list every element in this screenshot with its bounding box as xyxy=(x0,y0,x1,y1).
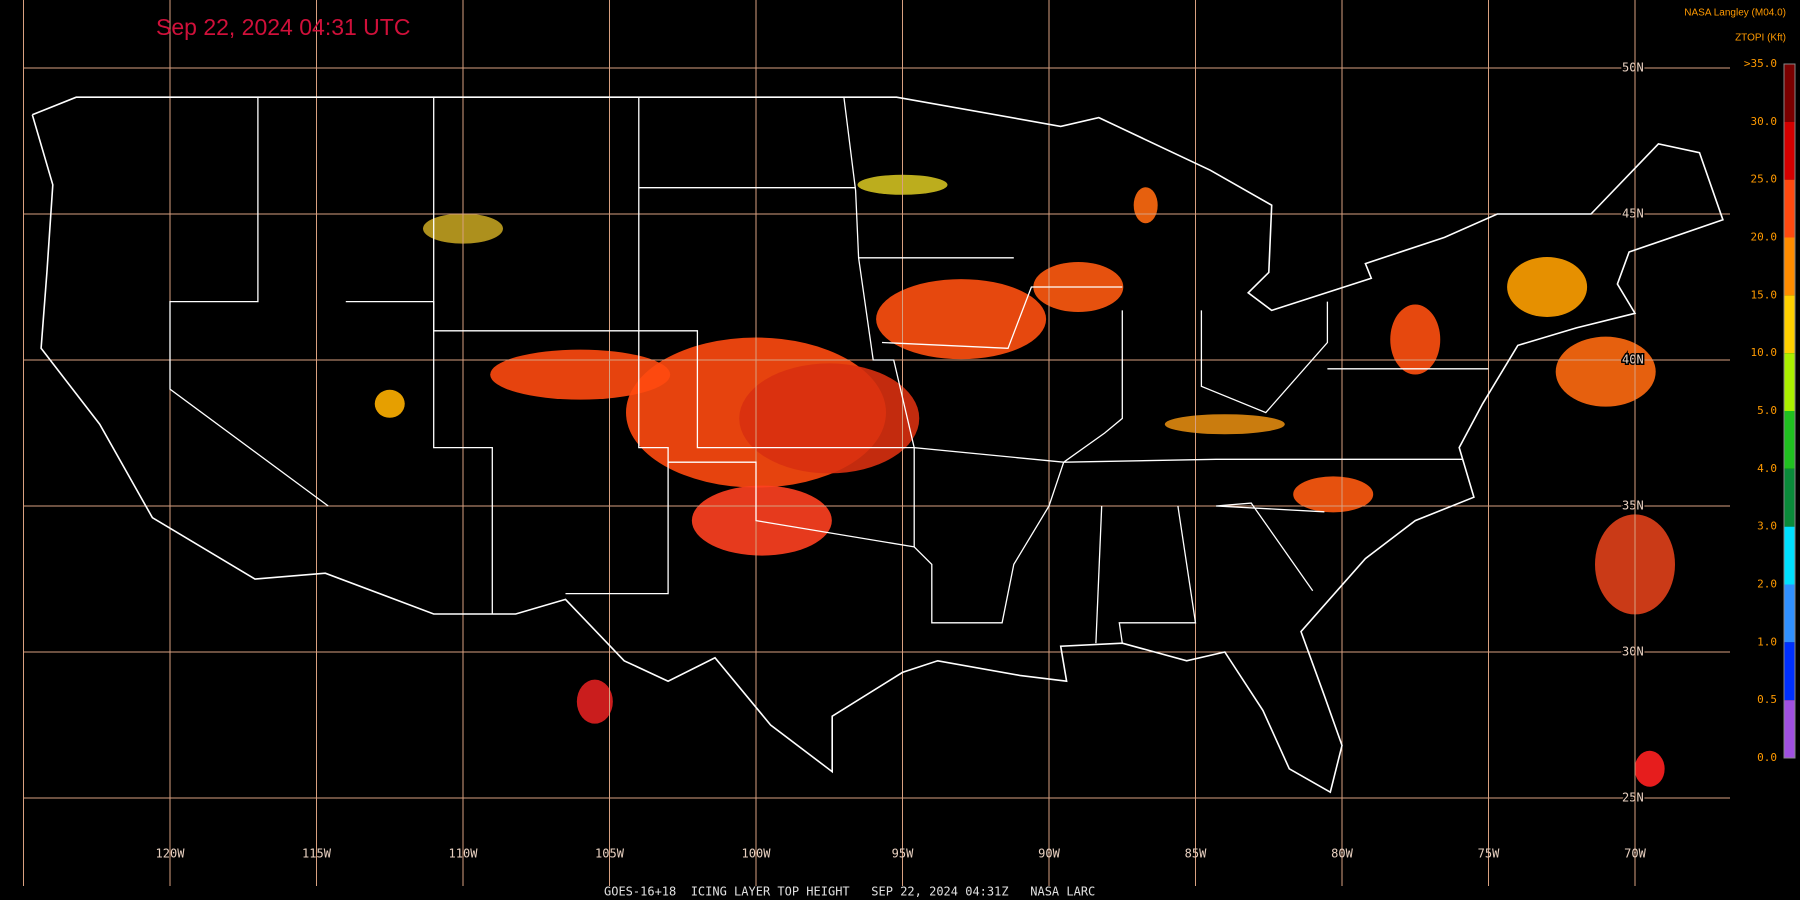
longitude-label: 90W xyxy=(1038,847,1060,861)
icing-area xyxy=(374,389,405,418)
colorbar-segment xyxy=(1784,526,1795,585)
longitude-label: 85W xyxy=(1185,847,1207,861)
colorbar-segment xyxy=(1784,295,1795,354)
colorbar-label: 2.0 xyxy=(1757,578,1777,591)
timestamp: Sep 22, 2024 04:31 UTC xyxy=(156,14,410,40)
icing-area xyxy=(1390,304,1441,375)
longitude-label: 100W xyxy=(742,847,772,861)
icing-area xyxy=(1555,336,1656,407)
longitude-label: 120W xyxy=(156,847,186,861)
longitude-label: 105W xyxy=(595,847,625,861)
colorbar-segment xyxy=(1784,353,1795,411)
icing-area xyxy=(1507,257,1588,317)
longitude-label: 115W xyxy=(302,847,332,861)
longitude-label: 75W xyxy=(1478,847,1500,861)
colorbar-label: >35.0 xyxy=(1744,57,1777,70)
latitude-label: 25N xyxy=(1622,791,1644,805)
colorbar-segment xyxy=(1784,411,1795,469)
state-boundary xyxy=(345,300,915,548)
latitude-label: 50N xyxy=(1622,61,1644,75)
state-boundary xyxy=(843,97,1463,463)
icing-area xyxy=(1293,476,1374,513)
longitude-label: 80W xyxy=(1331,847,1353,861)
state-boundary xyxy=(881,286,1123,349)
colorbar-label: 30.0 xyxy=(1751,115,1778,128)
source-label: NASA Langley (M04.0) xyxy=(1684,8,1786,19)
state-boundary xyxy=(1200,301,1329,414)
colorbar-label: 5.0 xyxy=(1757,404,1777,417)
colorbar-segment xyxy=(1784,584,1795,643)
icing-area xyxy=(876,279,1047,360)
icing-area xyxy=(691,485,832,556)
latitude-label: 45N xyxy=(1622,207,1644,221)
icing-area xyxy=(1133,187,1158,224)
latitude-label: 35N xyxy=(1622,499,1644,513)
icing-area xyxy=(1634,750,1665,787)
icing-area xyxy=(1164,414,1285,435)
us-outline xyxy=(31,96,1724,794)
product-label: ZTOPI (Kft) xyxy=(1735,33,1786,44)
colorbar-segment xyxy=(1784,700,1795,758)
colorbar-label: 10.0 xyxy=(1751,346,1778,359)
state-boundary xyxy=(1095,505,1103,644)
icing-area xyxy=(490,349,671,400)
colorbar-segment xyxy=(1784,642,1795,701)
state-boundary xyxy=(1215,502,1325,592)
colorbar-label: 0.0 xyxy=(1757,751,1777,764)
colorbar-label: 15.0 xyxy=(1751,288,1778,301)
latitude-label: 40N xyxy=(1622,353,1644,367)
longitude-label: 95W xyxy=(892,847,914,861)
state-boundary xyxy=(433,97,493,614)
colorbar-frame xyxy=(1783,63,1796,759)
state-boundary xyxy=(1118,505,1197,644)
latitude-label: 30N xyxy=(1622,645,1644,659)
longitude-label: 110W xyxy=(449,847,479,861)
colorbar-label: 0.5 xyxy=(1757,693,1777,706)
state-boundary xyxy=(913,310,1123,624)
colorbar: >35.0 30.0 25.0 20.0 15.0 10.0 5.0 4.0 3.0 2.0 1.0… xyxy=(1744,57,1796,764)
colorbar-label: 20.0 xyxy=(1751,231,1778,244)
colorbar-segment xyxy=(1784,64,1795,122)
colorbar-segment xyxy=(1784,121,1795,180)
colorbar-label: 3.0 xyxy=(1757,520,1777,533)
icing-area xyxy=(739,363,920,474)
footer: GOES-16+18 ICING LAYER TOP HEIGHT SEP 22… xyxy=(604,885,1095,899)
graticule: 50N 45N 40N 35N 30N 25N 120W 115W 110W 105W 100W 95… xyxy=(23,0,1730,886)
colorbar-label: 25.0 xyxy=(1751,173,1778,186)
colorbar-label: 1.0 xyxy=(1757,635,1777,648)
colorbar-label: 4.0 xyxy=(1757,462,1777,475)
colorbar-segment xyxy=(1784,468,1795,527)
colorbar-segment xyxy=(1784,237,1795,296)
state-boundary xyxy=(169,97,329,507)
colorbar-segment xyxy=(1784,179,1795,238)
longitude-label: 70W xyxy=(1624,847,1646,861)
boundaries xyxy=(31,96,1724,794)
icing-area xyxy=(576,679,613,724)
